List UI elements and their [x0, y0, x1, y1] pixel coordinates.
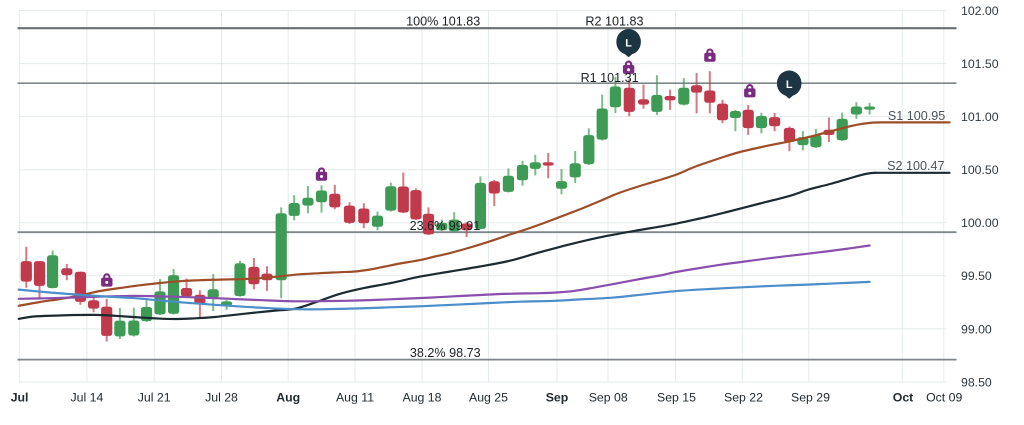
svg-text:L: L — [786, 79, 793, 91]
svg-text:L: L — [625, 37, 632, 49]
svg-text:100.00: 100.00 — [961, 216, 999, 230]
svg-text:98.50: 98.50 — [961, 375, 992, 389]
svg-text:101.00: 101.00 — [961, 110, 999, 124]
svg-text:S2 100.47: S2 100.47 — [887, 159, 944, 173]
svg-text:Sep: Sep — [546, 391, 569, 405]
svg-text:R1 101.31: R1 101.31 — [581, 71, 639, 85]
svg-text:23.6% 99.91: 23.6% 99.91 — [410, 219, 481, 233]
svg-text:Aug: Aug — [276, 391, 300, 405]
svg-text:99.50: 99.50 — [961, 269, 992, 283]
svg-text:Aug 11: Aug 11 — [336, 391, 374, 405]
svg-text:S1 100.95: S1 100.95 — [888, 109, 945, 123]
svg-text:Jul 28: Jul 28 — [205, 391, 238, 405]
svg-text:Oct: Oct — [893, 391, 914, 405]
svg-text:102.00: 102.00 — [961, 4, 999, 18]
svg-text:101.50: 101.50 — [961, 57, 999, 71]
svg-text:Aug 18: Aug 18 — [403, 391, 442, 405]
svg-text:Sep 29: Sep 29 — [791, 391, 830, 405]
svg-text:Aug 25: Aug 25 — [469, 391, 508, 405]
svg-text:100% 101.83: 100% 101.83 — [406, 15, 480, 29]
svg-text:99.00: 99.00 — [961, 322, 992, 336]
svg-text:38.2% 98.73: 38.2% 98.73 — [410, 346, 481, 360]
svg-text:Jul: Jul — [11, 391, 29, 405]
svg-text:R2 101.83: R2 101.83 — [585, 15, 643, 29]
svg-text:Sep 08: Sep 08 — [589, 391, 628, 405]
svg-text:Oct 09: Oct 09 — [926, 391, 962, 405]
svg-text:Jul 14: Jul 14 — [70, 391, 103, 405]
svg-text:Sep 15: Sep 15 — [657, 391, 696, 405]
svg-text:100.50: 100.50 — [961, 163, 999, 177]
svg-text:Sep 22: Sep 22 — [724, 391, 763, 405]
svg-text:Jul 21: Jul 21 — [138, 391, 171, 405]
